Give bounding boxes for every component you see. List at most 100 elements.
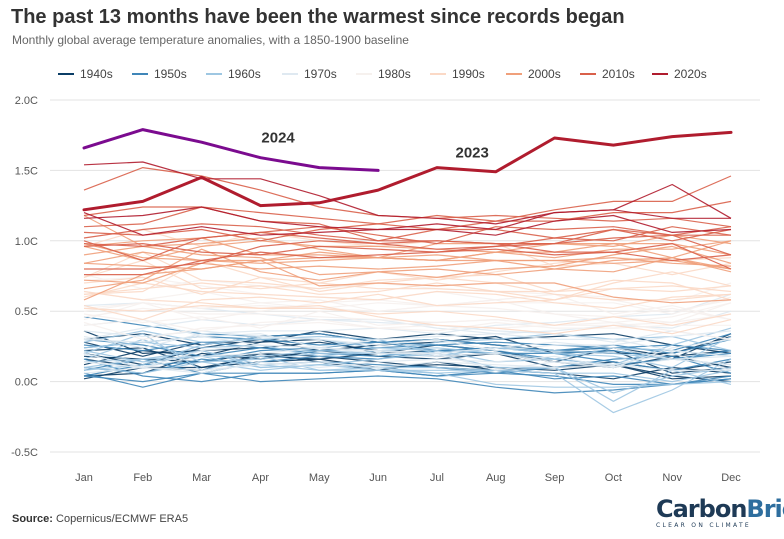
logo-wordmark: CarbonBrief — [656, 495, 784, 523]
series-line-2017 — [83, 206, 731, 242]
legend-label: 1940s — [80, 67, 113, 81]
series-line-1970 — [83, 319, 732, 360]
series-line-1985 — [83, 321, 731, 340]
series-line-2022 — [83, 206, 732, 236]
series-line-2019 — [83, 200, 732, 228]
legend-swatch — [580, 73, 596, 75]
source-text: Copernicus/ECMWF ERA5 — [56, 513, 189, 525]
series-line-2000 — [83, 259, 732, 304]
legend-swatch — [58, 73, 74, 75]
chart-legend: 1940s 1950s 1960s 1970s 1980s 1990s 2000s 2010s… — [58, 66, 722, 82]
x-tick-label: Jan — [75, 472, 93, 484]
legend-item-2020s: 2020s — [652, 67, 722, 81]
x-tick-label: Nov — [662, 472, 682, 484]
series-line-1999 — [83, 259, 732, 295]
legend-swatch — [206, 73, 222, 75]
series-line-1950 — [83, 358, 732, 385]
legend-swatch — [506, 73, 522, 75]
carbonbrief-logo: CarbonBrief CLEAR ON CLIMATE — [656, 495, 784, 529]
legend-item-1960s: 1960s — [206, 67, 282, 81]
series-line-1978 — [83, 330, 732, 352]
x-tick-label: Sep — [545, 472, 565, 484]
chart-title: The past 13 months have been the warmest… — [11, 6, 625, 28]
series-line-1968 — [83, 355, 732, 414]
series-line-2012 — [84, 234, 732, 270]
legend-label: 1960s — [228, 67, 261, 81]
y-tick-label: 1.0C — [15, 236, 38, 248]
y-tick-label: 0.5C — [15, 306, 38, 318]
y-tick-label: 0.0C — [15, 377, 38, 389]
legend-swatch — [356, 73, 372, 75]
legend-label: 1950s — [154, 67, 187, 81]
x-tick-label: Jun — [369, 472, 387, 484]
series-line-1979 — [83, 293, 732, 349]
series-line-1982 — [83, 302, 732, 332]
series-label-2023: 2023 — [456, 145, 489, 162]
y-tick-label: -0.5C — [11, 447, 38, 459]
chart-subtitle: Monthly global average temperature anoma… — [12, 33, 409, 47]
source-note: Source: Copernicus/ECMWF ERA5 — [12, 513, 188, 525]
logo-wordmark-a: Carbon — [656, 495, 747, 523]
series-line-1996 — [83, 282, 732, 309]
series-label-2024: 2024 — [261, 130, 295, 147]
series-line-2011 — [84, 248, 732, 276]
series-line-1991 — [83, 276, 732, 301]
series-line-1984 — [83, 310, 732, 340]
x-tick-label: May — [309, 472, 330, 484]
series-line-1961 — [83, 330, 732, 366]
legend-swatch — [430, 73, 446, 75]
legend-label: 1970s — [304, 67, 337, 81]
series-line-1975 — [83, 335, 731, 371]
series-line-1989 — [83, 296, 732, 321]
logo-wordmark-b: Brief — [746, 495, 784, 523]
legend-item-1980s: 1980s — [356, 67, 430, 81]
x-tick-label: Mar — [192, 472, 211, 484]
series-line-2020 — [83, 161, 732, 225]
x-tick-label: Aug — [486, 472, 506, 484]
series-line-2018 — [83, 228, 732, 247]
series-line-1971 — [83, 352, 732, 371]
series-line-2005 — [83, 240, 732, 262]
series-line-1993 — [83, 305, 732, 326]
y-tick-label: 2.0C — [15, 95, 38, 107]
legend-item-1940s: 1940s — [58, 67, 132, 81]
y-tick-label: 1.5C — [15, 165, 38, 177]
x-tick-label: Oct — [605, 472, 622, 484]
series-line-2008 — [83, 248, 732, 290]
series-line-2013 — [83, 226, 732, 256]
logo-tagline: CLEAR ON CLIMATE — [656, 522, 751, 529]
series-line-2010 — [83, 223, 732, 270]
legend-swatch — [132, 73, 148, 75]
legend-item-2000s: 2000s — [506, 67, 580, 81]
series-line-2021 — [83, 209, 731, 236]
legend-swatch — [652, 73, 668, 75]
x-tick-label: Jul — [430, 472, 444, 484]
series-line-1992 — [83, 290, 732, 335]
series-line-2001 — [83, 257, 732, 284]
legend-item-1950s: 1950s — [132, 67, 206, 81]
series-line-1956 — [83, 372, 732, 394]
series-line-2014 — [83, 226, 732, 262]
series-line-1966 — [83, 350, 732, 394]
legend-label: 2010s — [602, 67, 635, 81]
legend-label: 1990s — [452, 67, 485, 81]
legend-item-1970s: 1970s — [282, 67, 356, 81]
x-tick-label: Feb — [133, 472, 152, 484]
series-line-1944 — [83, 330, 732, 357]
series-line-2002 — [83, 237, 732, 270]
legend-label: 2020s — [674, 67, 707, 81]
series-line-1988 — [83, 274, 732, 312]
x-tick-label: Apr — [252, 472, 269, 484]
source-label: Source: — [12, 513, 53, 525]
series-line-1981 — [83, 290, 732, 324]
series-line-2016 — [83, 167, 732, 228]
legend-label: 2000s — [528, 67, 561, 81]
series-line-1976 — [83, 338, 732, 374]
series-line-2023 — [82, 130, 733, 212]
series-line-2024 — [82, 128, 380, 172]
series-line-1994 — [83, 285, 732, 321]
series-line-1969 — [83, 327, 732, 371]
legend-item-1990s: 1990s — [430, 67, 506, 81]
legend-label: 1980s — [378, 67, 411, 81]
